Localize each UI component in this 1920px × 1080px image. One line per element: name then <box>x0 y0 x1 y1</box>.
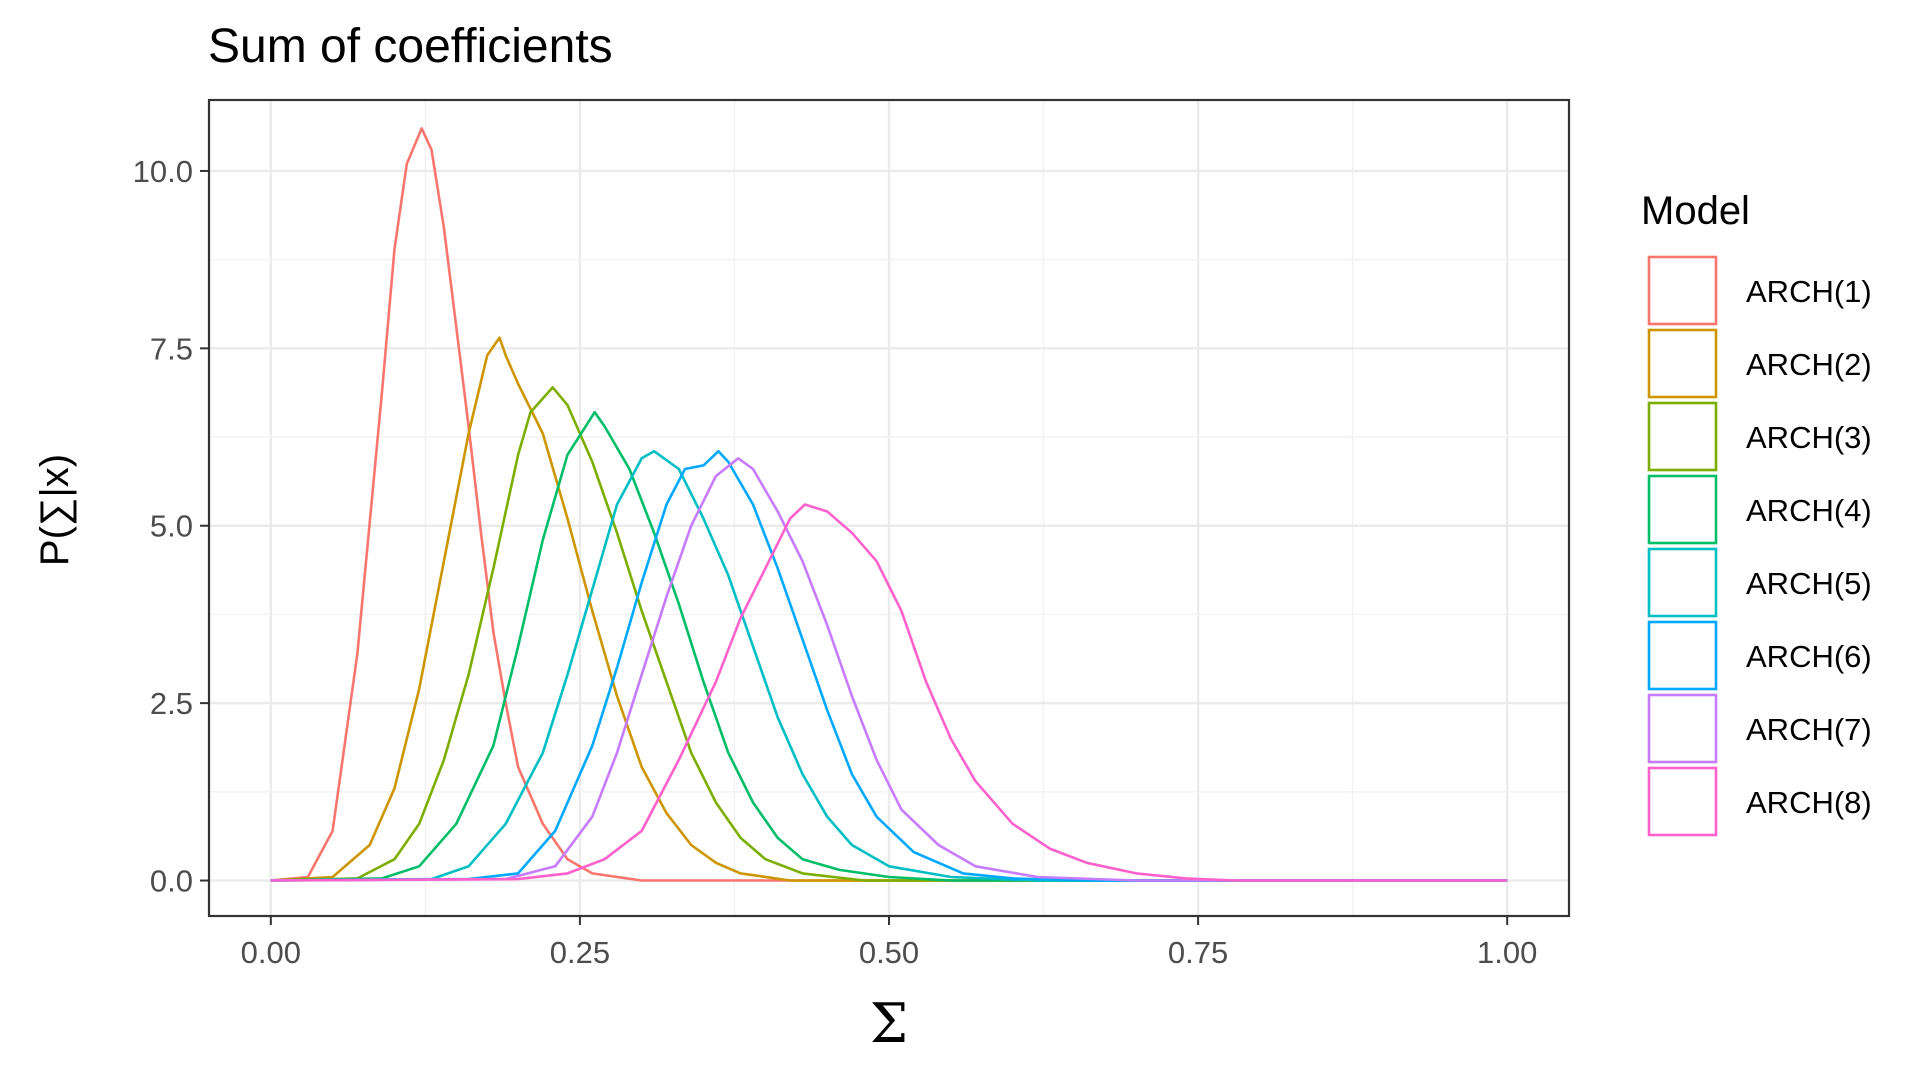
x-tick-label: 0.50 <box>859 935 919 970</box>
series-line-arch-8 <box>270 503 1508 882</box>
x-axis: 0.00 0.25 0.50 0.75 1.00 <box>241 916 1537 970</box>
legend-label: ARCH(2) <box>1746 347 1872 382</box>
legend-label: ARCH(5) <box>1746 566 1872 601</box>
y-tick-label: 2.5 <box>150 686 193 721</box>
x-tick-label: 0.25 <box>550 935 610 970</box>
legend-label: ARCH(1) <box>1746 274 1872 309</box>
legend-key <box>1647 620 1718 691</box>
series-line-arch-7 <box>270 457 1508 882</box>
legend-item: ARCH(4) <box>1647 474 1872 545</box>
legend-label: ARCH(8) <box>1746 785 1872 820</box>
panel-grid <box>209 100 1569 916</box>
legend-key <box>1647 255 1718 326</box>
x-tick-label: 0.75 <box>1168 935 1228 970</box>
legend-item: ARCH(8) <box>1647 766 1872 837</box>
legend-key <box>1647 401 1718 472</box>
legend-item: ARCH(1) <box>1647 255 1872 326</box>
legend-key <box>1647 693 1718 764</box>
series-line-arch-4 <box>270 410 1508 882</box>
legend-label: ARCH(3) <box>1746 420 1872 455</box>
series-line-arch-6 <box>270 449 1508 882</box>
series-line-arch-5 <box>270 449 1508 882</box>
y-axis-label: P(∑|x) <box>33 454 77 566</box>
legend-label: ARCH(6) <box>1746 639 1872 674</box>
legend-key <box>1647 766 1718 837</box>
legend: ARCH(1) ARCH(2) ARCH(3) ARCH(4) ARCH(5) ARCH(… <box>1647 255 1872 837</box>
legend-item: ARCH(5) <box>1647 547 1872 618</box>
legend-key <box>1647 328 1718 399</box>
legend-item: ARCH(3) <box>1647 401 1872 472</box>
legend-label: ARCH(4) <box>1746 493 1872 528</box>
y-tick-label: 10.0 <box>133 154 193 189</box>
x-tick-label: 1.00 <box>1477 935 1537 970</box>
legend-title: Model <box>1641 189 1750 233</box>
y-tick-label: 7.5 <box>150 331 193 366</box>
legend-label: ARCH(7) <box>1746 712 1872 747</box>
y-tick-label: 5.0 <box>150 509 193 544</box>
chart-title: Sum of coefficients <box>208 20 613 73</box>
legend-key <box>1647 547 1718 618</box>
legend-item: ARCH(6) <box>1647 620 1872 691</box>
y-tick-label: 0.0 <box>150 864 193 899</box>
series-line-arch-1 <box>270 127 1508 882</box>
series-layer <box>270 127 1508 882</box>
legend-item: ARCH(2) <box>1647 328 1872 399</box>
y-axis: 0.0 2.5 5.0 7.5 10.0 <box>133 154 209 899</box>
x-axis-label: Σ <box>870 992 908 1055</box>
x-tick-label: 0.00 <box>241 935 301 970</box>
series-line-arch-2 <box>270 336 1508 882</box>
legend-item: ARCH(7) <box>1647 693 1872 764</box>
legend-key <box>1647 474 1718 545</box>
